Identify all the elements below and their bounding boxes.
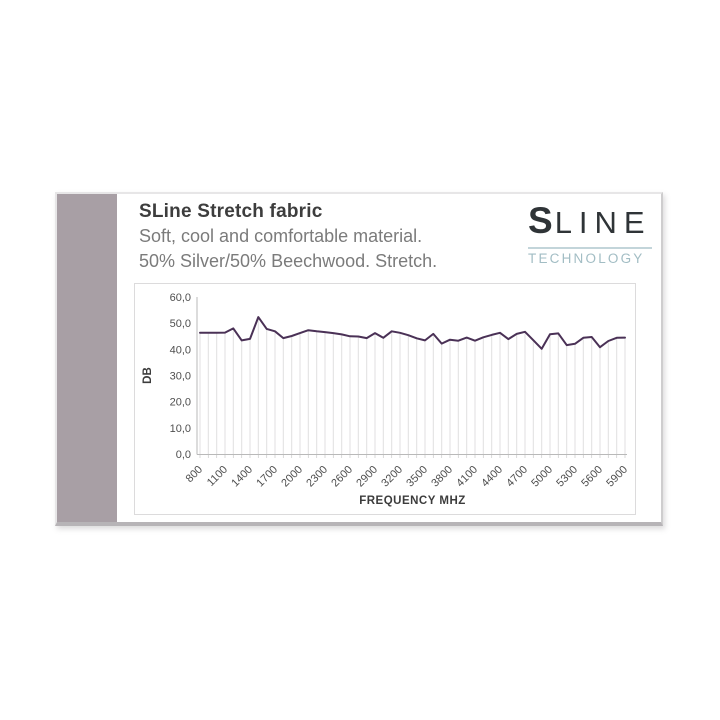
y-tick-label: 40,0 [170, 344, 191, 356]
db-frequency-chart: 0,0 10,0 20,0 30,0 40,0 50,0 60,0 800 1100 1400 17… [134, 283, 636, 515]
left-accent-strip [57, 194, 117, 522]
logo-divider-line [528, 247, 652, 249]
x-tick-label: 2300 [304, 464, 330, 490]
product-card: SLine Stretch fabric Soft, cool and comf… [55, 192, 663, 526]
y-tick-label: 50,0 [170, 318, 191, 330]
chart-canvas: 0,0 10,0 20,0 30,0 40,0 50,0 60,0 800 1100 1400 17… [142, 292, 630, 507]
y-tick-label: 30,0 [170, 371, 191, 383]
x-tick-label: 3500 [404, 464, 430, 490]
sline-technology-logo: SLINE TECHNOLOGY [528, 202, 652, 266]
header-text-block: SLine Stretch fabric Soft, cool and comf… [139, 199, 437, 274]
logo-word-technology: TECHNOLOGY [528, 251, 645, 266]
x-tick-label: 5300 [554, 464, 580, 490]
x-axis-title: FREQUENCY MHZ [359, 495, 466, 507]
x-tick-label: 5900 [604, 464, 630, 490]
db-curve [199, 316, 626, 350]
y-tick-label: 20,0 [170, 397, 191, 409]
x-tick-label: 5000 [529, 464, 555, 490]
x-tick-label: 4700 [504, 464, 530, 490]
x-tick-label: 2900 [354, 464, 380, 490]
x-tick-label: 3200 [379, 464, 405, 490]
y-tick-label: 10,0 [170, 423, 191, 435]
x-tick-label: 2000 [279, 464, 305, 490]
y-axis-title: DB [142, 367, 154, 384]
x-tick-label: 1100 [205, 464, 230, 489]
logo-word-line: LINE [554, 205, 652, 240]
x-tick-label: 800 [184, 464, 205, 485]
logo-wordmark: SLINE [528, 202, 652, 244]
x-tick-label: 4400 [479, 464, 505, 490]
x-tick-label: 1400 [229, 464, 255, 490]
x-tick-label: 1700 [254, 464, 280, 490]
subtitle-line-1: Soft, cool and comfortable material. [139, 226, 423, 246]
x-tick-label: 2600 [329, 464, 355, 490]
page-title: SLine Stretch fabric [139, 201, 323, 222]
x-tick-label: 3800 [429, 464, 455, 490]
y-tick-label: 0,0 [176, 449, 191, 461]
x-tick-label: 4100 [454, 464, 480, 490]
y-tick-label: 60,0 [170, 292, 191, 304]
x-tick-label: 5600 [579, 464, 605, 490]
logo-letter-s: S [528, 200, 553, 241]
subtitle-line-2: 50% Silver/50% Beechwood. Stretch. [139, 251, 438, 271]
